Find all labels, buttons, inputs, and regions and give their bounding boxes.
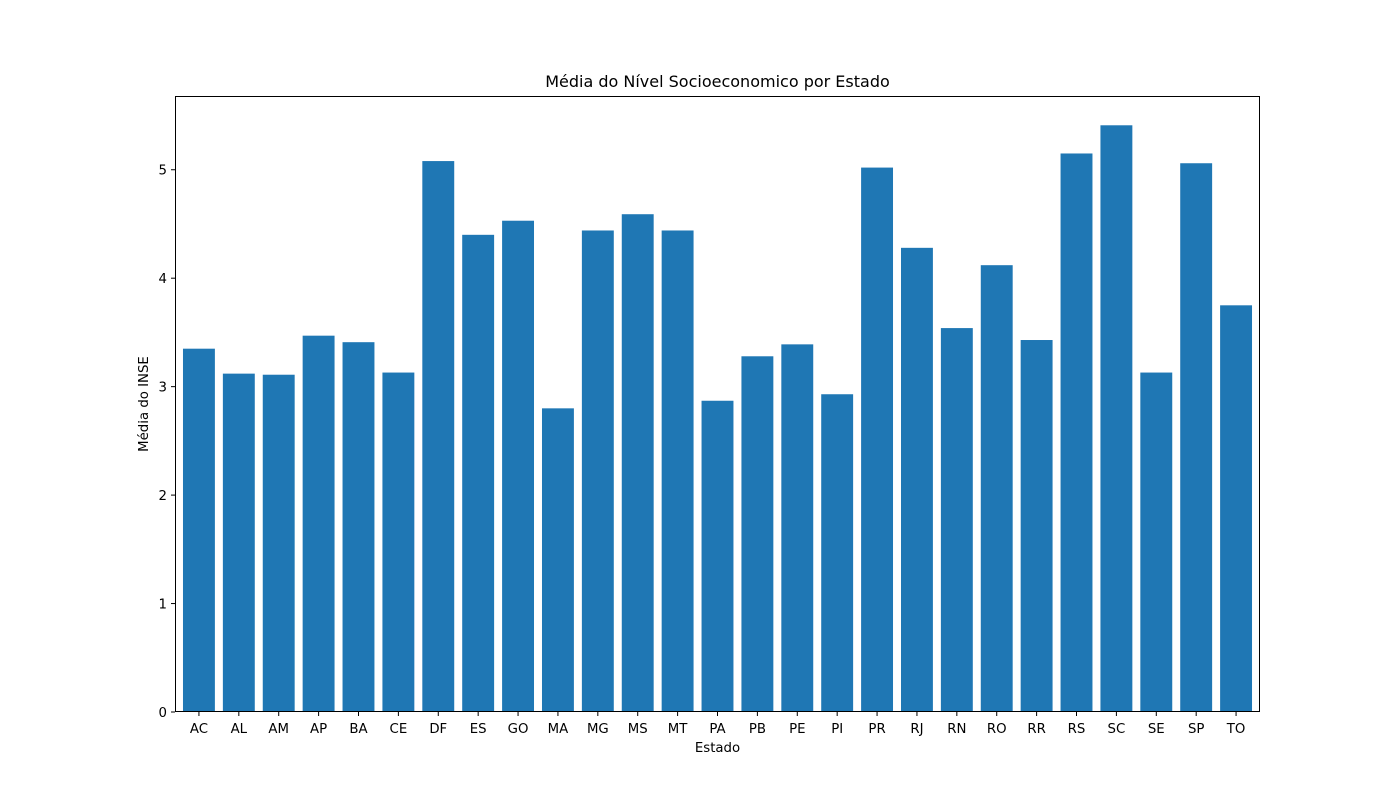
x-tick-label: MG	[587, 722, 609, 737]
bar-mt	[661, 230, 694, 712]
x-tick-label: ES	[470, 722, 487, 737]
x-tick-label: RS	[1068, 722, 1086, 737]
x-tick-label: SE	[1148, 722, 1165, 737]
bar-rr	[1020, 340, 1053, 712]
bar-go	[502, 220, 535, 712]
bar-ba	[342, 342, 375, 712]
bars-layer	[182, 125, 1253, 713]
y-tick-label: 3	[159, 381, 167, 396]
plot-frame	[175, 96, 1260, 712]
bar-df	[422, 161, 455, 712]
chart-title: Média do Nível Socioeconomico por Estado	[545, 72, 890, 91]
x-tick-label: SP	[1188, 722, 1204, 737]
y-axis-ticks: 0 1 2 3 4 5	[159, 164, 175, 721]
x-tick-label: RN	[947, 722, 966, 737]
bar-sc	[1100, 125, 1133, 713]
x-tick-label: PB	[749, 722, 766, 737]
bar-rj	[900, 247, 933, 712]
x-tick-label: RO	[987, 722, 1007, 737]
x-tick-label: AL	[231, 722, 248, 737]
x-tick-label: RR	[1027, 722, 1045, 737]
x-tick-label: MT	[668, 722, 688, 737]
bar-am	[262, 374, 295, 712]
x-tick-label: AC	[190, 722, 208, 737]
x-tick-label: TO	[1226, 722, 1246, 737]
bar-es	[462, 234, 495, 712]
x-tick-label: DF	[429, 722, 447, 737]
bar-pe	[781, 344, 814, 712]
x-tick-label: AP	[310, 722, 327, 737]
y-tick-label: 0	[159, 706, 167, 721]
bar-ms	[621, 214, 654, 712]
bar-al	[222, 373, 255, 712]
x-axis-title: Estado	[695, 741, 740, 756]
bar-pi	[821, 394, 854, 712]
x-tick-label: PI	[831, 722, 843, 737]
bar-ap	[302, 335, 335, 712]
bar-ro	[980, 265, 1013, 712]
bar-ac	[182, 348, 215, 712]
x-tick-label: CE	[390, 722, 408, 737]
y-tick-label: 5	[159, 164, 167, 179]
bar-rs	[1060, 153, 1093, 712]
bar-pb	[741, 356, 774, 712]
x-axis-ticks: AC AL AM AP BA CE DF ES GO MA MG MS MT PA PB PE PI PR RJ RN…	[190, 712, 1246, 737]
bar-pa	[701, 400, 734, 712]
x-tick-label: PA	[709, 722, 725, 737]
bar-ce	[382, 372, 415, 712]
bar-mg	[581, 230, 614, 712]
bar-to	[1220, 305, 1253, 712]
bar-rn	[940, 328, 973, 712]
x-tick-label: BA	[349, 722, 367, 737]
bar-se	[1140, 372, 1173, 712]
y-tick-label: 2	[159, 489, 167, 504]
x-tick-label: PE	[789, 722, 805, 737]
bar-pr	[861, 167, 894, 713]
x-tick-label: GO	[508, 722, 529, 737]
x-tick-label: RJ	[910, 722, 923, 737]
x-tick-label: PR	[868, 722, 885, 737]
x-tick-label: MA	[548, 722, 569, 737]
y-tick-label: 4	[159, 272, 167, 287]
x-tick-label: MS	[628, 722, 648, 737]
bar-sp	[1180, 163, 1213, 712]
x-tick-label: SC	[1108, 722, 1126, 737]
x-tick-label: AM	[268, 722, 289, 737]
y-tick-label: 1	[159, 598, 167, 613]
y-axis-title: Média do INSE	[136, 356, 152, 452]
bar-ma	[541, 408, 574, 712]
